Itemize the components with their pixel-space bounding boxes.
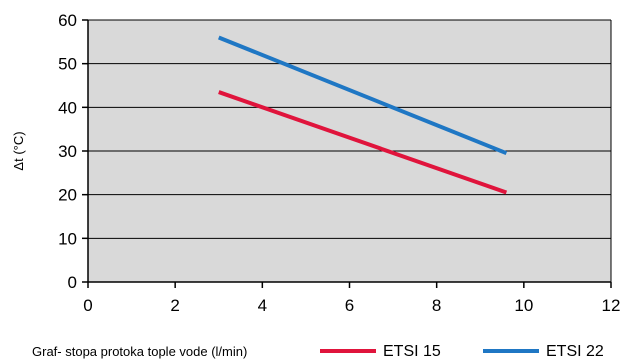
y-axis-title: Δt (°C) <box>11 131 26 170</box>
axes <box>82 19 612 288</box>
y-tick-label: 20 <box>58 186 77 205</box>
y-tick-label: 40 <box>58 98 77 117</box>
x-tick-label: 8 <box>432 296 441 315</box>
y-tick-labels: 0 10 20 30 40 50 60 <box>58 11 77 292</box>
x-tick-label: 10 <box>514 296 533 315</box>
legend-label: ETSI 22 <box>546 343 604 360</box>
y-tick-label: 60 <box>58 11 77 30</box>
series-line-1 <box>218 90 508 195</box>
y-gridlines <box>88 19 611 239</box>
series-line-2 <box>218 35 508 156</box>
x-tick-label: 2 <box>170 296 179 315</box>
x-tick-labels: 0 2 4 6 8 10 12 <box>83 296 620 315</box>
y-tick-label: 50 <box>58 55 77 74</box>
legend: ETSI 15 ETSI 22 <box>320 343 604 360</box>
legend-label: ETSI 15 <box>383 343 441 360</box>
y-tick-label: 0 <box>68 273 77 292</box>
y-tick-label: 10 <box>58 229 77 248</box>
x-tick-label: 6 <box>345 296 354 315</box>
x-tick-label: 4 <box>258 296 267 315</box>
x-tick-label: 0 <box>83 296 92 315</box>
y-tick-label: 30 <box>58 142 77 161</box>
x-tick-label: 12 <box>602 296 621 315</box>
series-lines <box>218 35 508 195</box>
x-axis-title: Graf- stopa protoka tople vode (l/min) <box>32 344 247 359</box>
